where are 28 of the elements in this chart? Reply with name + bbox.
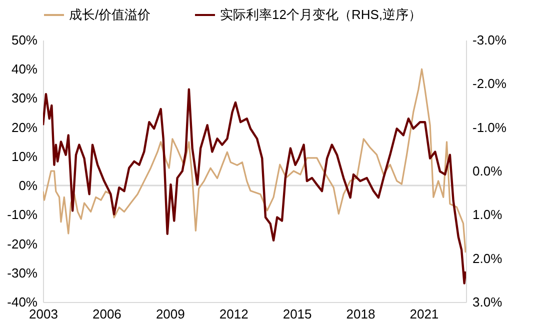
legend-label: 实际利率12个月变化（RHS,逆序） — [220, 7, 422, 22]
y2-tick-label: -2.0% — [472, 76, 507, 92]
x-tick-label: 2021 — [410, 306, 439, 322]
y2-tick-label: 1.0% — [472, 207, 503, 222]
y-tick-label: 20% — [11, 120, 38, 135]
y-tick-label: -10% — [7, 207, 38, 222]
y2-tick-label: -3.0% — [472, 32, 507, 48]
y-tick-label: -40% — [7, 294, 38, 310]
y-tick-label: 10% — [11, 148, 38, 164]
legend-label: 成长/价值溢价 — [69, 7, 151, 22]
y-tick-label: 50% — [11, 32, 38, 48]
x-tick-label: 2009 — [156, 306, 185, 322]
y-tick-label: 0% — [18, 178, 38, 194]
y-tick-label: 30% — [11, 90, 38, 106]
y2-tick-label: -1.0% — [472, 120, 507, 135]
y2-tick-label: 3.0% — [472, 294, 503, 310]
y-tick-label: -20% — [7, 236, 38, 252]
line-series — [43, 68, 466, 254]
x-tick-label: 2018 — [346, 306, 376, 322]
y2-tick-label: 0.0% — [472, 164, 503, 178]
line-series — [43, 88, 466, 284]
y-tick-label: -30% — [7, 265, 38, 280]
y-tick-label: 40% — [11, 62, 38, 77]
x-tick-label: 2003 — [29, 306, 58, 322]
x-tick-label: 2012 — [219, 306, 248, 322]
y2-tick-label: 2.0% — [472, 250, 503, 266]
x-tick-label: 2015 — [282, 306, 312, 322]
x-tick-label: 2006 — [92, 306, 122, 322]
